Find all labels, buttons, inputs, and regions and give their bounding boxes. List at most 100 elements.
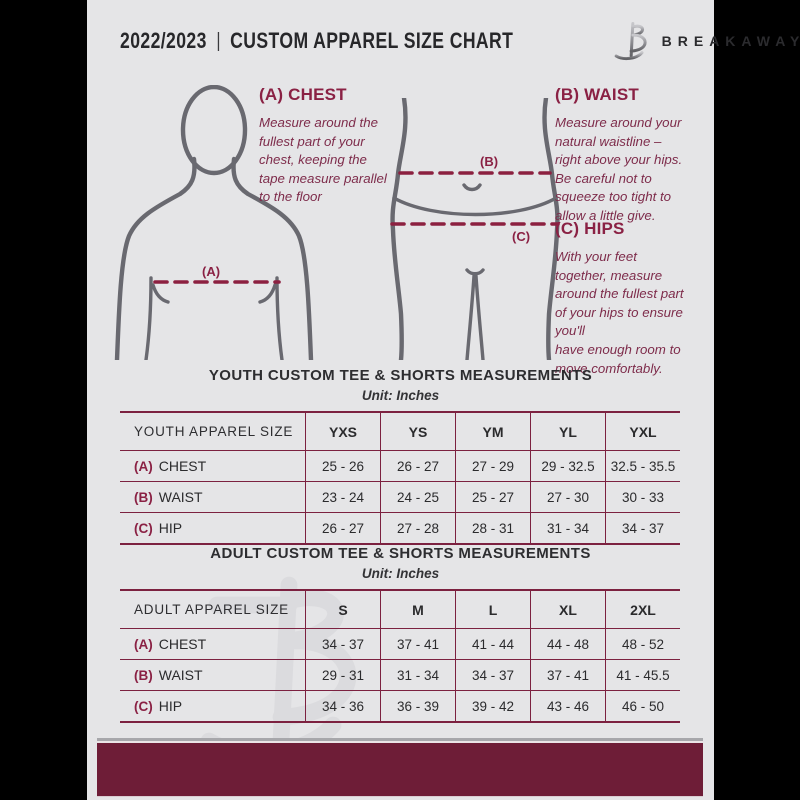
table-header-cell: ADULT APPAREL SIZE (134, 602, 289, 617)
table-row-waist: (B) WAIST 23 - 24 24 - 25 25 - 27 27 - 3… (120, 482, 680, 513)
table-cell: 25 - 26 (305, 451, 380, 481)
table-cell: 26 - 27 (305, 513, 380, 543)
table-cell: 46 - 50 (605, 691, 680, 721)
table-cell: 28 - 31 (455, 513, 530, 543)
brand-wordmark: BREAKAWAY (661, 33, 800, 49)
row-key: (B) (134, 489, 153, 505)
table-cell: 43 - 46 (530, 691, 605, 721)
youth-unit-label: Unit: Inches (361, 388, 440, 403)
waist-hips-figure-illustration: (B) (C) (390, 98, 560, 360)
table-header-cell: 2XL (605, 591, 680, 628)
row-key: (A) (134, 458, 153, 474)
table-row-chest: (A) CHEST 25 - 26 26 - 27 27 - 29 29 - 3… (120, 451, 680, 482)
table-header-cell: M (380, 591, 455, 628)
row-label-cell: (B) WAIST (120, 660, 305, 690)
table-cell: 37 - 41 (380, 629, 455, 659)
table-row-hip: (C) HIP 34 - 36 36 - 39 39 - 42 43 - 46 … (120, 691, 680, 721)
table-cell: 41 - 44 (455, 629, 530, 659)
table-cell: 26 - 27 (380, 451, 455, 481)
row-label-cell: (A) CHEST (120, 451, 305, 481)
table-cell: 34 - 37 (605, 513, 680, 543)
footer-accent-bar (97, 741, 703, 797)
adult-unit-label: Unit: Inches (361, 566, 440, 581)
page-header: 2022/2023 | CUSTOM APPAREL SIZE CHART (120, 18, 799, 64)
row-label: WAIST (158, 489, 203, 505)
table-cell: 41 - 45.5 (605, 660, 680, 690)
table-cell: 29 - 32.5 (530, 451, 605, 481)
row-label: WAIST (158, 667, 203, 683)
row-label-cell: (A) CHEST (120, 629, 305, 659)
table-cell: 30 - 33 (605, 482, 680, 512)
figure-head (180, 85, 248, 176)
hip-line (392, 196, 558, 217)
instruction-waist-body: Measure around your natural waistline – … (555, 115, 683, 224)
table-cell: 23 - 24 (305, 482, 380, 512)
table-cell: 44 - 48 (530, 629, 605, 659)
instruction-hips-body: With your feet together, measure around … (555, 249, 684, 376)
table-cell: 27 - 28 (380, 513, 455, 543)
table-header-cell: YS (380, 413, 455, 450)
table-cell: 37 - 41 (530, 660, 605, 690)
table-cell: 32.5 - 35.5 (605, 451, 680, 481)
row-label: CHEST (158, 458, 207, 474)
title-divider: | (216, 29, 221, 52)
table-cell: 36 - 39 (380, 691, 455, 721)
table-cell: 27 - 30 (530, 482, 605, 512)
table-header-cell: YOUTH APPAREL SIZE (134, 424, 294, 439)
breakaway-logo-icon (614, 22, 647, 61)
row-key: (C) (134, 520, 153, 536)
table-header-cell: S (305, 591, 380, 628)
row-key: (C) (134, 698, 153, 714)
brand-block: BREAKAWAY (612, 19, 800, 63)
youth-size-table: YOUTH APPAREL SIZE YXS YS YM YL YXL (A) … (120, 411, 680, 545)
page-title: 2022/2023 | CUSTOM APPAREL SIZE CHART (120, 28, 513, 54)
table-cell: 39 - 42 (455, 691, 530, 721)
instruction-chest: (A) CHEST Measure around the fullest par… (259, 85, 437, 207)
chest-diagram-label: (A) (202, 264, 220, 279)
hips-diagram-label: (C) (512, 229, 530, 244)
instruction-chest-body: Measure around the fullest part of your … (259, 115, 387, 205)
row-label: CHEST (158, 636, 207, 652)
waist-diagram-label: (B) (480, 154, 498, 169)
row-label: HIP (158, 520, 183, 536)
table-header-cell: L (455, 591, 530, 628)
table-cell: 24 - 25 (380, 482, 455, 512)
instruction-chest-heading: (A) CHEST (259, 85, 347, 104)
adult-table-header-row: ADULT APPAREL SIZE S M L XL 2XL (120, 591, 680, 629)
adult-size-table: ADULT APPAREL SIZE S M L XL 2XL (A) CHES… (120, 589, 680, 723)
table-cell: 31 - 34 (530, 513, 605, 543)
row-key: (B) (134, 667, 153, 683)
row-label-cell: (C) HIP (120, 513, 305, 543)
row-key: (A) (134, 636, 153, 652)
instruction-waist: (B) WAIST Measure around your natural wa… (555, 85, 707, 226)
table-cell: 27 - 29 (455, 451, 530, 481)
youth-table-header-row: YOUTH APPAREL SIZE YXS YS YM YL YXL (120, 413, 680, 451)
youth-section-title: YOUTH CUSTOM TEE & SHORTS MEASUREMENTS (208, 367, 593, 384)
table-cell: 34 - 37 (455, 660, 530, 690)
table-cell: 31 - 34 (380, 660, 455, 690)
table-header-cell: YM (455, 413, 530, 450)
table-cell: 48 - 52 (605, 629, 680, 659)
table-row-hip: (C) HIP 26 - 27 27 - 28 28 - 31 31 - 34 … (120, 513, 680, 543)
table-cell: 29 - 31 (305, 660, 380, 690)
table-cell: 25 - 27 (455, 482, 530, 512)
instruction-waist-heading: (B) WAIST (555, 85, 639, 104)
table-header-cell: XL (530, 591, 605, 628)
instruction-hips-heading: (C) HIPS (555, 219, 625, 238)
row-label-cell: (C) HIP (120, 691, 305, 721)
table-row-chest: (A) CHEST 34 - 37 37 - 41 41 - 44 44 - 4… (120, 629, 680, 660)
table-header-cell: YXL (605, 413, 680, 450)
chart-title: CUSTOM APPAREL SIZE CHART (230, 28, 514, 53)
chest-figure-illustration: (A) (114, 85, 314, 360)
instruction-hips: (C) HIPS With your feet together, measur… (555, 219, 707, 378)
navel-mark (462, 183, 482, 192)
row-label-cell: (B) WAIST (120, 482, 305, 512)
table-header-cell: YXS (305, 413, 380, 450)
table-row-waist: (B) WAIST 29 - 31 31 - 34 34 - 37 37 - 4… (120, 660, 680, 691)
adult-section-title: ADULT CUSTOM TEE & SHORTS MEASUREMENTS (210, 545, 591, 562)
row-label: HIP (158, 698, 183, 714)
table-cell: 34 - 37 (305, 629, 380, 659)
table-cell: 34 - 36 (305, 691, 380, 721)
season-label: 2022/2023 (120, 28, 207, 53)
document-page: 2022/2023 | CUSTOM APPAREL SIZE CHART (87, 0, 799, 800)
